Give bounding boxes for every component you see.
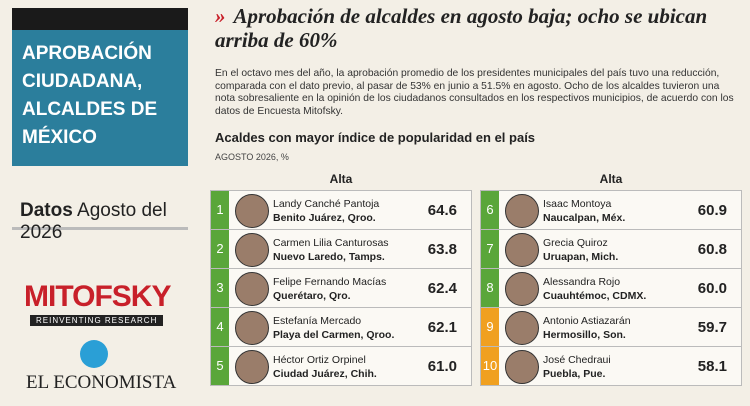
approval-value: 60.0 (697, 280, 727, 297)
datos-label: Datos (20, 200, 73, 221)
approval-value: 64.6 (427, 202, 457, 219)
mayor-name: Grecia Quiroz (543, 237, 608, 249)
rank: 3 (211, 269, 229, 307)
rank: 8 (481, 269, 499, 307)
headline-text: Aprobación de alcaldes en agosto baja; o… (215, 4, 708, 52)
logo-globe (80, 340, 108, 368)
logo-mitofsky: MITOFSKY (24, 280, 171, 313)
approval-value: 62.4 (427, 280, 457, 297)
sidebar-box (12, 30, 188, 166)
mayor-name: Carmen Lilia Canturosas (273, 237, 389, 249)
logo-economista: EL ECONOMISTA (26, 372, 177, 393)
mayor-place: Cuauhtémoc, CDMX. (543, 290, 647, 302)
mayor-place: Playa del Carmen, Qroo. (273, 329, 395, 341)
table-subtitle: AGOSTO 2026, % (215, 152, 289, 162)
table-row: 6 Isaac Montoya Naucalpan, Méx. 60.9 (480, 190, 742, 229)
mayor-name: Felipe Fernando Macías (273, 276, 387, 288)
mayor-place: Puebla, Pue. (543, 368, 606, 380)
mayor-place: Nuevo Laredo, Tamps. (273, 251, 385, 263)
mayor-name: Antonio Astiazarán (543, 315, 631, 327)
mayor-name: Isaac Montoya (543, 198, 612, 210)
mayor-place: Benito Juárez, Qroo. (273, 212, 376, 224)
mayor-name: Héctor Ortiz Orpinel (273, 354, 366, 366)
rank: 1 (211, 191, 229, 229)
photo (235, 233, 269, 267)
table-row: 3 Felipe Fernando Macías Querétaro, Qro. 62… (210, 268, 472, 307)
mayor-place: Uruapan, Mich. (543, 251, 619, 263)
headline: » Aprobación de alcaldes en agosto baja; … (215, 4, 735, 52)
table-row: 8 Alessandra Rojo Cuauhtémoc, CDMX. 60.0 (480, 268, 742, 307)
rank: 5 (211, 347, 229, 385)
photo (505, 233, 539, 267)
approval-value: 60.8 (697, 241, 727, 258)
mayor-name: Alessandra Rojo (543, 276, 621, 288)
mayor-place: Ciudad Juárez, Chih. (273, 368, 377, 380)
approval-value: 60.9 (697, 202, 727, 219)
datos: Datos Agosto del 2026 (12, 190, 188, 243)
photo (235, 350, 269, 384)
photo (235, 194, 269, 228)
sidebar-title: APROBACIÓN CIUDADANA, ALCALDES DE MÉXICO (22, 43, 158, 148)
sidebar-bar (12, 8, 188, 30)
column-heading: Alta (329, 172, 353, 186)
mayor-name: Estefanía Mercado (273, 315, 362, 327)
table-row: 4 Estefanía Mercado Playa del Carmen, Qroo… (210, 307, 472, 346)
table-row: 1 Landy Canché Pantoja Benito Juárez, Qroo… (210, 190, 472, 229)
logo-tagline: REINVENTING RESEARCH (30, 315, 164, 326)
rank: 6 (481, 191, 499, 229)
photo (505, 194, 539, 228)
photo (505, 350, 539, 384)
approval-value: 62.1 (427, 319, 457, 336)
table-column: Alta 1 Landy Canché Pantoja Benito Juárez, … (210, 172, 472, 386)
photo (235, 272, 269, 306)
mayor-name: José Chedraui (543, 354, 611, 366)
rank: 9 (481, 308, 499, 346)
approval-value: 61.0 (427, 358, 457, 375)
rank: 10 (481, 347, 499, 385)
approval-value: 58.1 (697, 358, 727, 375)
chevron: » (215, 4, 226, 28)
table-row: 9 Antonio Astiazarán Hermosillo, Son. 59.7 (480, 307, 742, 346)
body-text: En el octavo mes del año, la aprobación … (215, 68, 734, 117)
table-row: 10 José Chedraui Puebla, Pue. 58.1 (480, 346, 742, 386)
mayor-place: Querétaro, Qro. (273, 290, 351, 302)
rank: 2 (211, 230, 229, 268)
datos-date: Agosto del 2026 (20, 200, 167, 243)
column-heading: Alta (599, 172, 623, 186)
table-title: Acaldes con mayor índice de popularidad … (215, 130, 536, 145)
approval-value: 63.8 (427, 241, 457, 258)
rank: 7 (481, 230, 499, 268)
photo (505, 272, 539, 306)
table-row: 2 Carmen Lilia Canturosas Nuevo Laredo, Ta… (210, 229, 472, 268)
table-row: 7 Grecia Quiroz Uruapan, Mich. 60.8 (480, 229, 742, 268)
mayor-name: Landy Canché Pantoja (273, 198, 380, 210)
photo (505, 311, 539, 345)
mayor-place: Hermosillo, Son. (543, 329, 626, 341)
mayor-place: Naucalpan, Méx. (543, 212, 626, 224)
table-column: Alta 6 Isaac Montoya Naucalpan, Méx. 60.9 7 Gr… (480, 172, 742, 386)
approval-value: 59.7 (697, 319, 727, 336)
photo (235, 311, 269, 345)
table-row: 5 Héctor Ortiz Orpinel Ciudad Juárez, Chih… (210, 346, 472, 386)
rank: 4 (211, 308, 229, 346)
